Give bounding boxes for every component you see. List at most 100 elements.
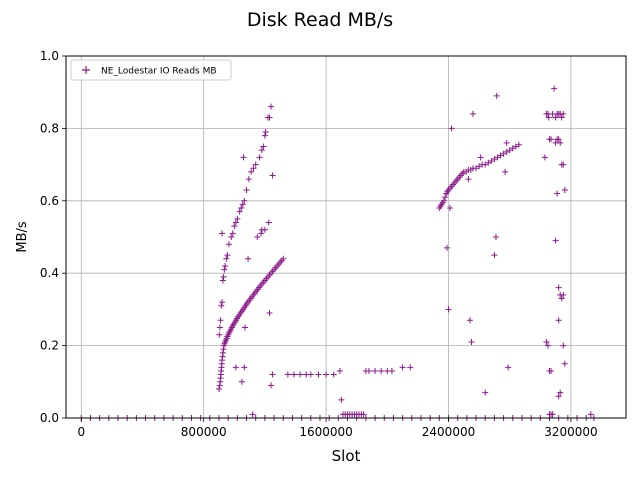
data-point (241, 364, 248, 371)
data-point (555, 136, 562, 143)
data-point (465, 176, 472, 183)
data-point (587, 411, 594, 418)
x-axis-label: Slot (332, 447, 361, 465)
y-tick-label: 0.2 (40, 339, 59, 353)
data-point (399, 364, 406, 371)
data-point (506, 147, 513, 154)
data-point (220, 273, 227, 280)
data-point (372, 367, 379, 374)
data-point (505, 364, 512, 371)
data-point (258, 226, 265, 233)
data-point (493, 92, 500, 99)
data-point (407, 364, 414, 371)
data-point (469, 110, 476, 117)
data-point (254, 234, 261, 240)
data-point (258, 147, 265, 154)
data-point (260, 143, 267, 150)
data-point (555, 393, 562, 400)
chart-title: Disk Read MB/s (247, 9, 393, 31)
data-point (560, 110, 567, 117)
data-point (216, 331, 223, 338)
data-point (217, 317, 224, 324)
y-tick-label: 0.6 (40, 194, 59, 208)
data-point (485, 159, 492, 166)
data-point (323, 371, 330, 378)
data-point (378, 367, 385, 374)
data-point (245, 176, 252, 183)
data-point (558, 114, 565, 121)
data-point (223, 255, 230, 262)
data-point (280, 255, 287, 262)
data-point (219, 299, 226, 306)
data-point (222, 262, 229, 269)
data-point (502, 168, 509, 175)
data-point (219, 230, 226, 237)
data-point (268, 382, 275, 389)
data-point (221, 266, 228, 273)
x-tick-label: 3200000 (544, 425, 597, 439)
y-tick-label: 0.0 (40, 411, 59, 425)
data-point (488, 157, 495, 164)
data-point (307, 371, 314, 378)
data-point (388, 367, 395, 374)
legend-box (70, 59, 232, 81)
data-point (548, 367, 555, 374)
data-point (224, 252, 231, 259)
data-point (552, 114, 559, 121)
data-point (545, 114, 552, 121)
data-point (541, 154, 548, 161)
data-point (284, 371, 291, 378)
data-point (555, 284, 562, 291)
data-point (448, 125, 455, 132)
legend: NE_Lodestar IO Reads MB (70, 59, 232, 81)
data-point (544, 342, 551, 349)
data-point (360, 411, 367, 418)
data-point (445, 306, 452, 313)
data-point (336, 367, 343, 374)
data-point (266, 310, 273, 317)
data-point (560, 291, 567, 298)
data-point (447, 205, 454, 212)
data-point (543, 338, 550, 345)
data-point (549, 411, 556, 418)
y-tick-label: 0.8 (40, 121, 59, 135)
data-point (509, 145, 516, 152)
data-point (229, 230, 236, 237)
data-point (265, 219, 272, 226)
data-point (492, 234, 499, 240)
y-axis: 0.0 0.2 0.4 0.6 0.8 1.0 (40, 49, 66, 425)
data-point (243, 186, 250, 193)
data-point (239, 201, 246, 208)
y-axis-label: MB/s (15, 221, 30, 253)
data-point (290, 371, 297, 378)
data-point (234, 215, 241, 222)
data-point (557, 139, 564, 146)
data-point (560, 161, 567, 168)
data-point (242, 324, 249, 331)
legend-marker (82, 66, 90, 74)
data-point (297, 371, 304, 378)
data-point (468, 338, 475, 345)
data-point (473, 165, 480, 172)
data-point (218, 302, 225, 309)
data-point (231, 223, 238, 230)
data-point (557, 389, 564, 396)
data-point (241, 197, 248, 204)
data-point (269, 172, 276, 179)
data-point (560, 342, 567, 349)
data-point (248, 168, 255, 175)
data-point (497, 152, 504, 159)
data-point (477, 154, 484, 161)
data-point (262, 129, 269, 136)
data-point (256, 154, 263, 161)
plot-frame (65, 55, 627, 419)
data-point (503, 139, 510, 146)
data-point (315, 371, 322, 378)
data-point (561, 360, 568, 367)
data-point (476, 163, 483, 170)
data-point (232, 364, 239, 371)
data-point (268, 103, 275, 110)
data-point (225, 241, 232, 248)
data-point (219, 277, 226, 284)
